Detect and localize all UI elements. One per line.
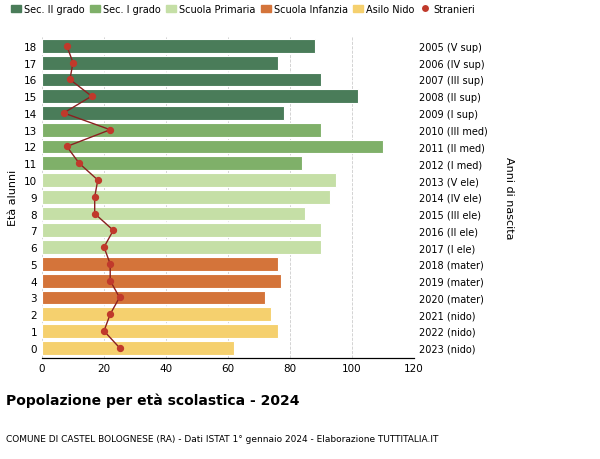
Bar <box>42 123 321 137</box>
Bar <box>42 308 271 321</box>
Bar <box>42 241 321 254</box>
Point <box>68 60 78 67</box>
Bar <box>42 325 278 338</box>
Bar <box>42 174 337 187</box>
Bar <box>42 224 321 238</box>
Point <box>62 144 71 151</box>
Legend: Sec. II grado, Sec. I grado, Scuola Primaria, Scuola Infanzia, Asilo Nido, Stran: Sec. II grado, Sec. I grado, Scuola Prim… <box>11 5 475 15</box>
Point <box>99 244 109 251</box>
Bar <box>42 140 383 154</box>
Point <box>109 227 118 235</box>
Point <box>87 93 97 101</box>
Bar <box>42 107 284 121</box>
Text: COMUNE DI CASTEL BOLOGNESE (RA) - Dati ISTAT 1° gennaio 2024 - Elaborazione TUTT: COMUNE DI CASTEL BOLOGNESE (RA) - Dati I… <box>6 434 439 443</box>
Bar <box>42 274 281 288</box>
Y-axis label: Anni di nascita: Anni di nascita <box>504 156 514 239</box>
Bar <box>42 73 321 87</box>
Point <box>115 294 124 302</box>
Point <box>90 210 100 218</box>
Bar <box>42 257 278 271</box>
Point <box>106 311 115 318</box>
Bar <box>42 90 358 104</box>
Point <box>106 261 115 268</box>
Point <box>62 43 71 50</box>
Bar <box>42 341 234 355</box>
Point <box>90 194 100 201</box>
Text: Popolazione per età scolastica - 2024: Popolazione per età scolastica - 2024 <box>6 392 299 407</box>
Bar <box>42 157 302 171</box>
Bar <box>42 56 278 70</box>
Point <box>115 344 124 352</box>
Bar <box>42 40 315 54</box>
Bar <box>42 207 305 221</box>
Point <box>93 177 103 185</box>
Y-axis label: Età alunni: Età alunni <box>8 169 19 225</box>
Point <box>74 160 84 168</box>
Point <box>59 110 68 118</box>
Bar <box>42 190 331 204</box>
Point <box>99 328 109 335</box>
Point <box>65 77 75 84</box>
Bar <box>42 291 265 305</box>
Point <box>106 277 115 285</box>
Point <box>106 127 115 134</box>
